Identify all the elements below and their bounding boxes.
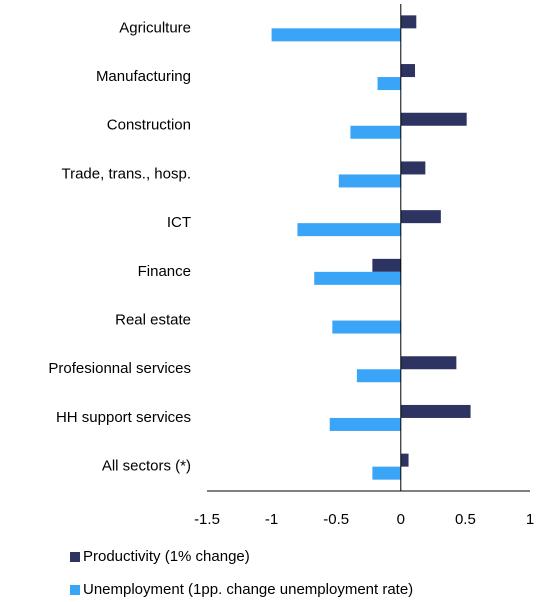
bar — [372, 466, 401, 480]
y-tick-label: Manufacturing — [96, 68, 191, 85]
y-tick-label: Trade, trans., hosp. — [61, 165, 191, 182]
bar — [400, 453, 409, 467]
bar — [400, 210, 441, 224]
bar — [400, 356, 457, 370]
bar — [314, 271, 401, 285]
bar — [350, 125, 401, 139]
y-tick-label: Agriculture — [119, 19, 191, 36]
y-tick-label: HH support services — [56, 409, 191, 426]
bar — [400, 15, 417, 29]
x-tick-label: 1 — [526, 511, 534, 528]
x-tick-label: 0.5 — [455, 511, 476, 528]
y-tick-label: Real estate — [115, 312, 191, 329]
bar — [332, 320, 401, 334]
bar — [377, 77, 401, 91]
legend-label: Productivity (1% change) — [83, 548, 250, 565]
x-tick-label: -0.5 — [323, 511, 349, 528]
bar — [400, 161, 426, 175]
y-tick-label: Profesionnal services — [48, 360, 191, 377]
bar — [271, 28, 401, 42]
bar — [372, 258, 401, 272]
bar — [400, 404, 471, 418]
bar — [400, 64, 416, 78]
legend-label: Unemployment (1pp. change unemployment r… — [83, 581, 413, 598]
bar — [356, 369, 401, 383]
bar — [329, 417, 401, 431]
legend-swatch — [70, 585, 80, 595]
bar — [400, 112, 467, 126]
y-tick-label: Construction — [107, 117, 191, 134]
y-tick-label: ICT — [167, 214, 191, 231]
legend-swatch — [70, 552, 80, 562]
bar — [338, 174, 401, 188]
x-tick-label: 0 — [397, 511, 405, 528]
x-tick-label: -1 — [265, 511, 278, 528]
x-tick-label: -1.5 — [194, 511, 220, 528]
bar — [297, 223, 401, 237]
y-tick-label: All sectors (*) — [102, 458, 191, 475]
y-tick-label: Finance — [138, 263, 191, 280]
